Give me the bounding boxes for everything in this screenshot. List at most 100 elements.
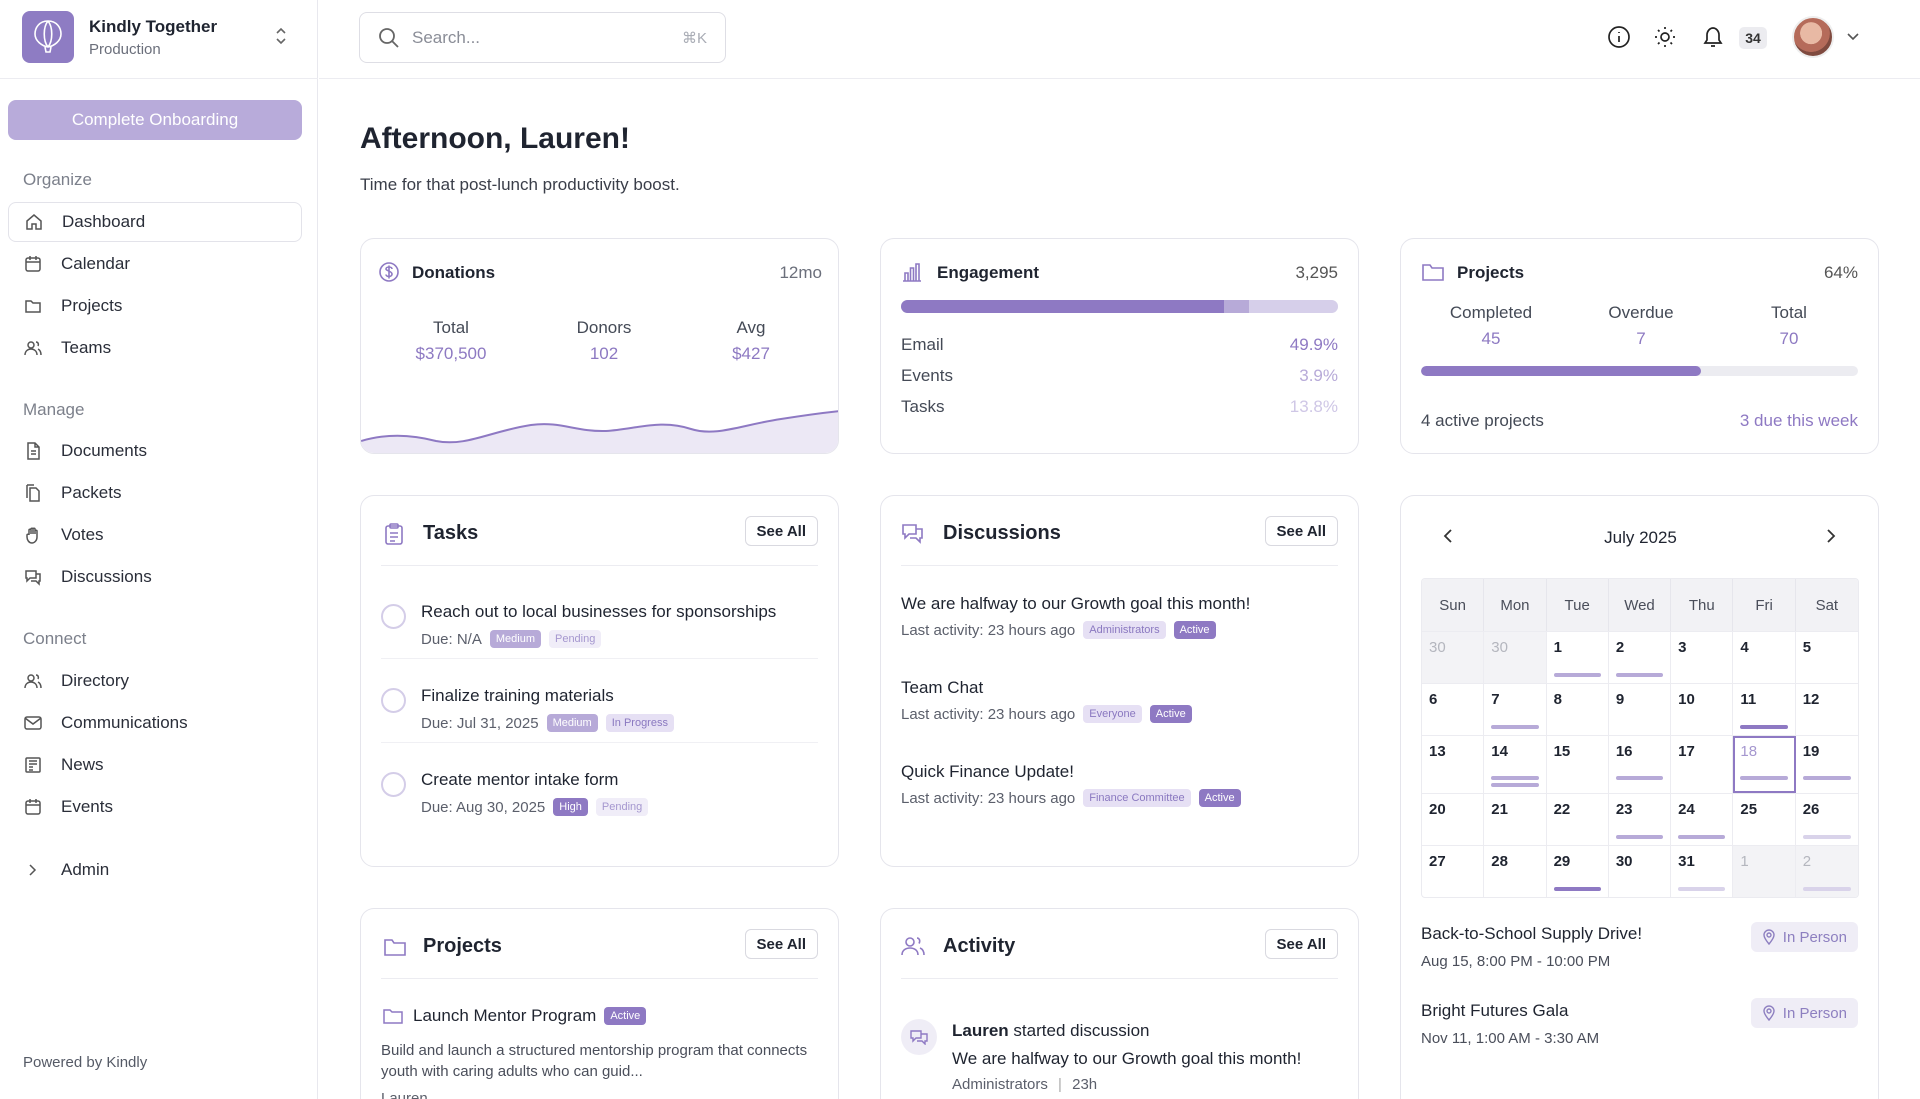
calendar-day[interactable]: 8	[1547, 684, 1609, 735]
sidebar-item-votes[interactable]: Votes	[8, 515, 302, 555]
calendar-day[interactable]: 23	[1609, 794, 1672, 845]
calendar-day[interactable]: 29	[1547, 846, 1609, 897]
calendar-day[interactable]: 30	[1609, 846, 1672, 897]
sidebar-item-dashboard[interactable]: Dashboard	[8, 202, 302, 242]
status-badge: Pending	[595, 798, 649, 816]
projects-see-all-button[interactable]: See All	[744, 929, 818, 959]
event-bar	[1491, 725, 1539, 729]
sidebar-item-discussions[interactable]: Discussions	[8, 557, 302, 597]
calendar-day[interactable]: 4	[1733, 632, 1796, 683]
discussions-see-all-button[interactable]: See All	[1264, 516, 1338, 546]
discussion-title[interactable]: Team Chat	[901, 678, 984, 697]
calendar-day[interactable]: 22	[1547, 794, 1609, 845]
org-switcher[interactable]: Kindly Together Production	[22, 11, 298, 63]
chat-icon	[910, 1030, 928, 1045]
sidebar-item-communications[interactable]: Communications	[8, 703, 302, 743]
status-badge: Active	[1149, 705, 1192, 723]
calendar-day[interactable]: 31	[1671, 846, 1734, 897]
calendar-day[interactable]: 28	[1484, 846, 1547, 897]
activity-see-all-button[interactable]: See All	[1264, 929, 1338, 959]
calendar-day[interactable]: 15	[1547, 736, 1609, 793]
calendar-day[interactable]: 13	[1422, 736, 1485, 793]
sidebar-item-directory[interactable]: Directory	[8, 661, 302, 701]
user-avatar[interactable]	[1792, 16, 1834, 58]
event-title[interactable]: Back-to-School Supply Drive!	[1421, 924, 1643, 943]
calendar-day[interactable]: 6	[1422, 684, 1485, 735]
search-box[interactable]: ⌘K	[359, 12, 726, 63]
day-number: 26	[1802, 801, 1820, 818]
calendar-day[interactable]: 25	[1733, 794, 1796, 845]
sidebar-item-teams[interactable]: Teams	[8, 328, 302, 368]
sidebar-item-calendar[interactable]: Calendar	[8, 244, 302, 284]
event-title[interactable]: Bright Futures Gala	[1421, 1001, 1569, 1020]
calendar-day[interactable]: 20	[1422, 794, 1485, 845]
search-input[interactable]	[412, 27, 682, 48]
project-item-header[interactable]: Launch Mentor Program Active	[413, 1006, 647, 1026]
calendar-day[interactable]: 24	[1671, 794, 1734, 845]
calendar-day[interactable]: 30	[1422, 632, 1485, 683]
donations-card[interactable]: Donations 12mo Total $370,500 Donors 102…	[360, 238, 839, 454]
sidebar-item-events[interactable]: Events	[8, 787, 302, 827]
day-number: 23	[1615, 801, 1633, 818]
day-number: 14	[1491, 743, 1508, 760]
calendar-day[interactable]: 3	[1671, 632, 1734, 683]
calendar-day[interactable]: 5	[1802, 639, 1812, 656]
chevron-down-icon[interactable]	[1846, 31, 1860, 43]
info-icon[interactable]	[1607, 25, 1631, 49]
discussion-title[interactable]: Quick Finance Update!	[901, 762, 1074, 781]
calendar-day[interactable]: 2	[1609, 632, 1672, 683]
notification-count-badge[interactable]: 34	[1739, 27, 1767, 49]
discussion-title[interactable]: We are halfway to our Growth goal this m…	[901, 594, 1251, 613]
project-description: Build and launch a structured mentorship…	[381, 1042, 808, 1080]
engagement-card[interactable]: Engagement 3,295 Email 49.9% Events 3.9%…	[880, 238, 1359, 454]
calendar-day[interactable]: 10	[1671, 684, 1734, 735]
search-shortcut: ⌘K	[681, 29, 707, 47]
divider	[381, 978, 818, 979]
sidebar-item-packets[interactable]: Packets	[8, 473, 302, 513]
calendar-day[interactable]: 1	[1733, 846, 1796, 897]
chevron-left-icon[interactable]	[1441, 527, 1455, 545]
projects-due-link[interactable]: 3 due this week	[1739, 411, 1858, 430]
folder-icon	[384, 939, 406, 956]
sidebar-item-projects[interactable]: Projects	[8, 286, 302, 326]
calendar-day[interactable]: 12	[1802, 691, 1820, 708]
task-meta: Due: N/A Medium Pending	[421, 630, 602, 648]
calendar-day[interactable]: 30	[1484, 632, 1547, 683]
task-checkbox[interactable]	[381, 604, 406, 629]
complete-onboarding-button[interactable]: Complete Onboarding	[8, 100, 302, 140]
task-item[interactable]: Create mentor intake form Due: Aug 30, 2…	[381, 762, 818, 846]
bell-icon[interactable]	[1701, 25, 1725, 49]
calendar-day-today[interactable]: 18	[1733, 736, 1796, 793]
sidebar-item-documents[interactable]: Documents	[8, 431, 302, 471]
calendar-day[interactable]: 7	[1484, 684, 1547, 735]
task-item[interactable]: Reach out to local businesses for sponso…	[381, 594, 818, 678]
projects-stats-card[interactable]: Projects 64% Completed 45 Overdue 7 Tota…	[1400, 238, 1879, 454]
calendar-day[interactable]: 21	[1484, 794, 1547, 845]
sun-icon[interactable]	[1653, 25, 1677, 49]
calendar-day[interactable]: 11	[1733, 684, 1796, 735]
calendar-day[interactable]: 27	[1422, 846, 1485, 897]
chevron-right-icon	[29, 864, 37, 876]
sidebar-item-admin[interactable]: Admin	[8, 850, 302, 890]
calendar-day[interactable]: 17	[1671, 736, 1734, 793]
mail-icon	[24, 716, 42, 730]
calendar-day[interactable]: 9	[1609, 684, 1672, 735]
calendar-day[interactable]: 26	[1796, 794, 1858, 845]
task-checkbox[interactable]	[381, 688, 406, 713]
projects-overdue-label: Overdue	[1608, 303, 1674, 322]
users-icon	[24, 674, 42, 689]
projects-completed-label: Completed	[1449, 303, 1533, 322]
chevron-up-down-icon[interactable]	[274, 25, 288, 47]
activity-headline[interactable]: Lauren started discussion	[952, 1021, 1150, 1041]
calendar-day[interactable]: 16	[1609, 736, 1672, 793]
calendar-day[interactable]: 14	[1484, 736, 1547, 793]
calendar-day[interactable]: 19	[1796, 736, 1858, 793]
sidebar: Kindly Together Production Complete Onbo…	[0, 0, 318, 1099]
task-checkbox[interactable]	[381, 772, 406, 797]
task-item[interactable]: Finalize training materials Due: Jul 31,…	[381, 678, 818, 762]
chevron-right-icon[interactable]	[1824, 527, 1838, 545]
calendar-day[interactable]: 1	[1547, 632, 1609, 683]
tasks-see-all-button[interactable]: See All	[744, 516, 818, 546]
sidebar-item-news[interactable]: News	[8, 745, 302, 785]
calendar-day[interactable]: 2	[1795, 846, 1858, 897]
